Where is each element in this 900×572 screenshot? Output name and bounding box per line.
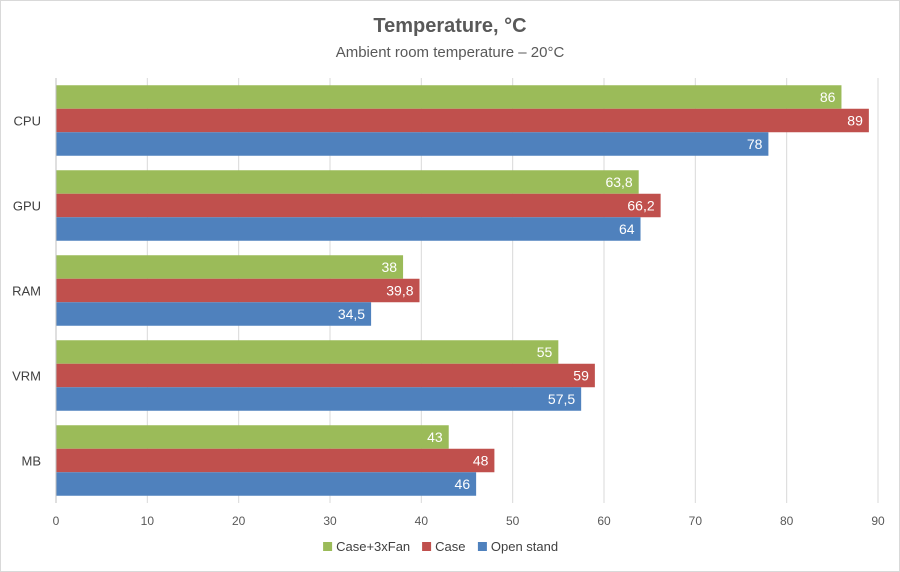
category-label-mb: MB xyxy=(22,454,42,469)
data-label-mb-open-stand: 46 xyxy=(455,476,471,492)
legend-swatch-case xyxy=(422,542,432,551)
data-label-gpu-open-stand: 64 xyxy=(619,221,635,237)
bar-mb-case-3xfan xyxy=(56,425,449,449)
bar-ram-case-3xfan xyxy=(56,255,404,279)
x-tick-label-70: 70 xyxy=(689,514,703,528)
legend-swatch-case-3xfan xyxy=(323,542,333,551)
bar-gpu-case xyxy=(56,193,661,218)
x-tick-label-40: 40 xyxy=(415,514,429,528)
category-label-gpu: GPU xyxy=(13,199,41,214)
legend-label-open-stand: Open stand xyxy=(491,539,558,554)
axes: 0 10 20 30 40 50 60 70 80 90 CPU GPU RAM VRM MB xyxy=(12,78,885,528)
legend-label-case-3xfan: Case+3xFan xyxy=(336,539,410,554)
bar-ram-case xyxy=(56,278,420,303)
data-label-mb-case: 48 xyxy=(473,453,489,469)
data-label-ram-open-stand: 34,5 xyxy=(338,306,365,322)
bar-cpu-open-stand xyxy=(56,132,769,156)
bar-gpu-open-stand xyxy=(56,217,641,241)
x-tick-label-10: 10 xyxy=(141,514,155,528)
x-tick-label-80: 80 xyxy=(780,514,794,528)
data-label-cpu-case-3xfan: 86 xyxy=(820,89,836,105)
chart-title: Temperature, °C xyxy=(373,15,526,37)
data-label-vrm-case-3xfan: 55 xyxy=(537,344,553,360)
data-label-gpu-case: 66,2 xyxy=(627,198,654,214)
bar-cpu-case-3xfan xyxy=(56,85,842,109)
bar-vrm-open-stand xyxy=(56,387,582,411)
data-label-cpu-open-stand: 78 xyxy=(747,136,763,152)
bar-gpu-case-3xfan xyxy=(56,170,639,194)
data-label-vrm-case: 59 xyxy=(573,368,589,384)
data-label-vrm-open-stand: 57,5 xyxy=(548,391,575,407)
x-tick-label-20: 20 xyxy=(232,514,246,528)
chart-subtitle: Ambient room temperature – 20°C xyxy=(336,44,565,61)
bar-ram-open-stand xyxy=(56,302,372,326)
x-tick-label-60: 60 xyxy=(597,514,611,528)
x-tick-label-50: 50 xyxy=(506,514,520,528)
x-tick-label-90: 90 xyxy=(871,514,885,528)
bar-cpu-case xyxy=(56,108,869,133)
bar-vrm-case xyxy=(56,363,595,388)
bar-mb-case xyxy=(56,448,495,473)
legend-swatch-open-stand xyxy=(477,542,487,551)
category-label-ram: RAM xyxy=(12,284,41,299)
legend-label-case: Case xyxy=(435,539,465,554)
bars xyxy=(56,85,869,496)
x-tick-label-30: 30 xyxy=(323,514,337,528)
x-tick-label-0: 0 xyxy=(53,514,60,528)
data-label-ram-case: 39,8 xyxy=(386,283,413,299)
category-label-cpu: CPU xyxy=(14,114,41,129)
bar-vrm-case-3xfan xyxy=(56,340,559,364)
legend: Case+3xFan Case Open stand xyxy=(323,539,558,554)
category-label-vrm: VRM xyxy=(12,369,41,384)
bar-mb-open-stand xyxy=(56,472,477,496)
data-label-cpu-case: 89 xyxy=(847,113,863,129)
data-label-ram-case-3xfan: 38 xyxy=(381,259,397,275)
data-label-gpu-case-3xfan: 63,8 xyxy=(605,174,632,190)
data-label-mb-case-3xfan: 43 xyxy=(427,429,443,445)
